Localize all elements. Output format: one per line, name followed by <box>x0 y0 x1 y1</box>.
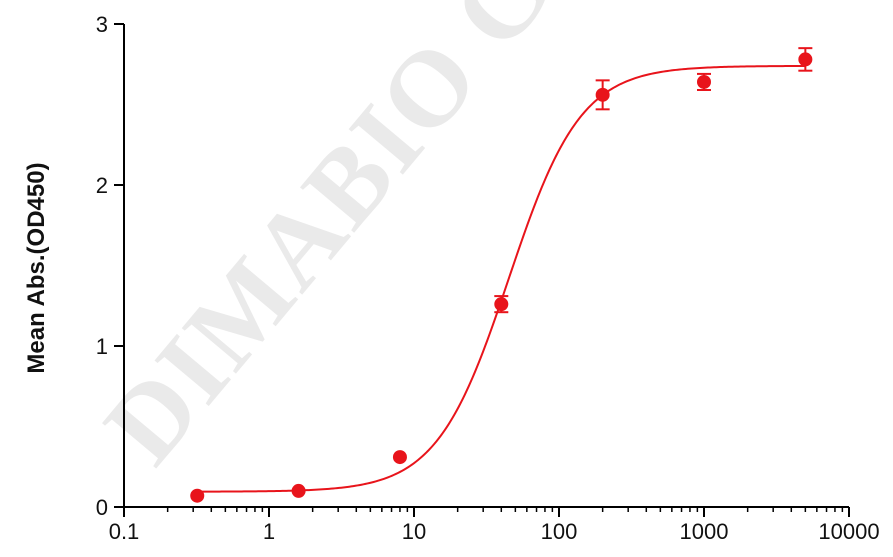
x-tick-label: 100 <box>541 519 578 544</box>
data-point <box>291 483 306 498</box>
data-points-group <box>190 47 813 503</box>
x-tick-label: 10000 <box>818 519 879 544</box>
data-point <box>392 450 407 465</box>
x-tick-label: 10 <box>402 519 426 544</box>
y-tick-label: 0 <box>96 495 108 520</box>
x-tick-label: 1 <box>263 519 275 544</box>
y-axis-title: Mean Abs.(OD450) <box>23 162 50 373</box>
data-point <box>798 52 813 67</box>
data-point <box>697 74 711 89</box>
x-tick-label: 1000 <box>680 519 729 544</box>
data-point <box>595 87 610 102</box>
y-tick-label: 1 <box>96 334 108 359</box>
axes: 0.1 1 10 100 1000 10000 0 1 2 3 <box>96 12 880 544</box>
data-point <box>190 488 205 503</box>
y-tick-label: 3 <box>96 12 108 37</box>
watermark-text: DIMABIO C <box>82 0 572 485</box>
y-tick-label: 2 <box>96 173 108 198</box>
x-tick-label: 0.1 <box>109 519 140 544</box>
data-point <box>494 297 509 312</box>
